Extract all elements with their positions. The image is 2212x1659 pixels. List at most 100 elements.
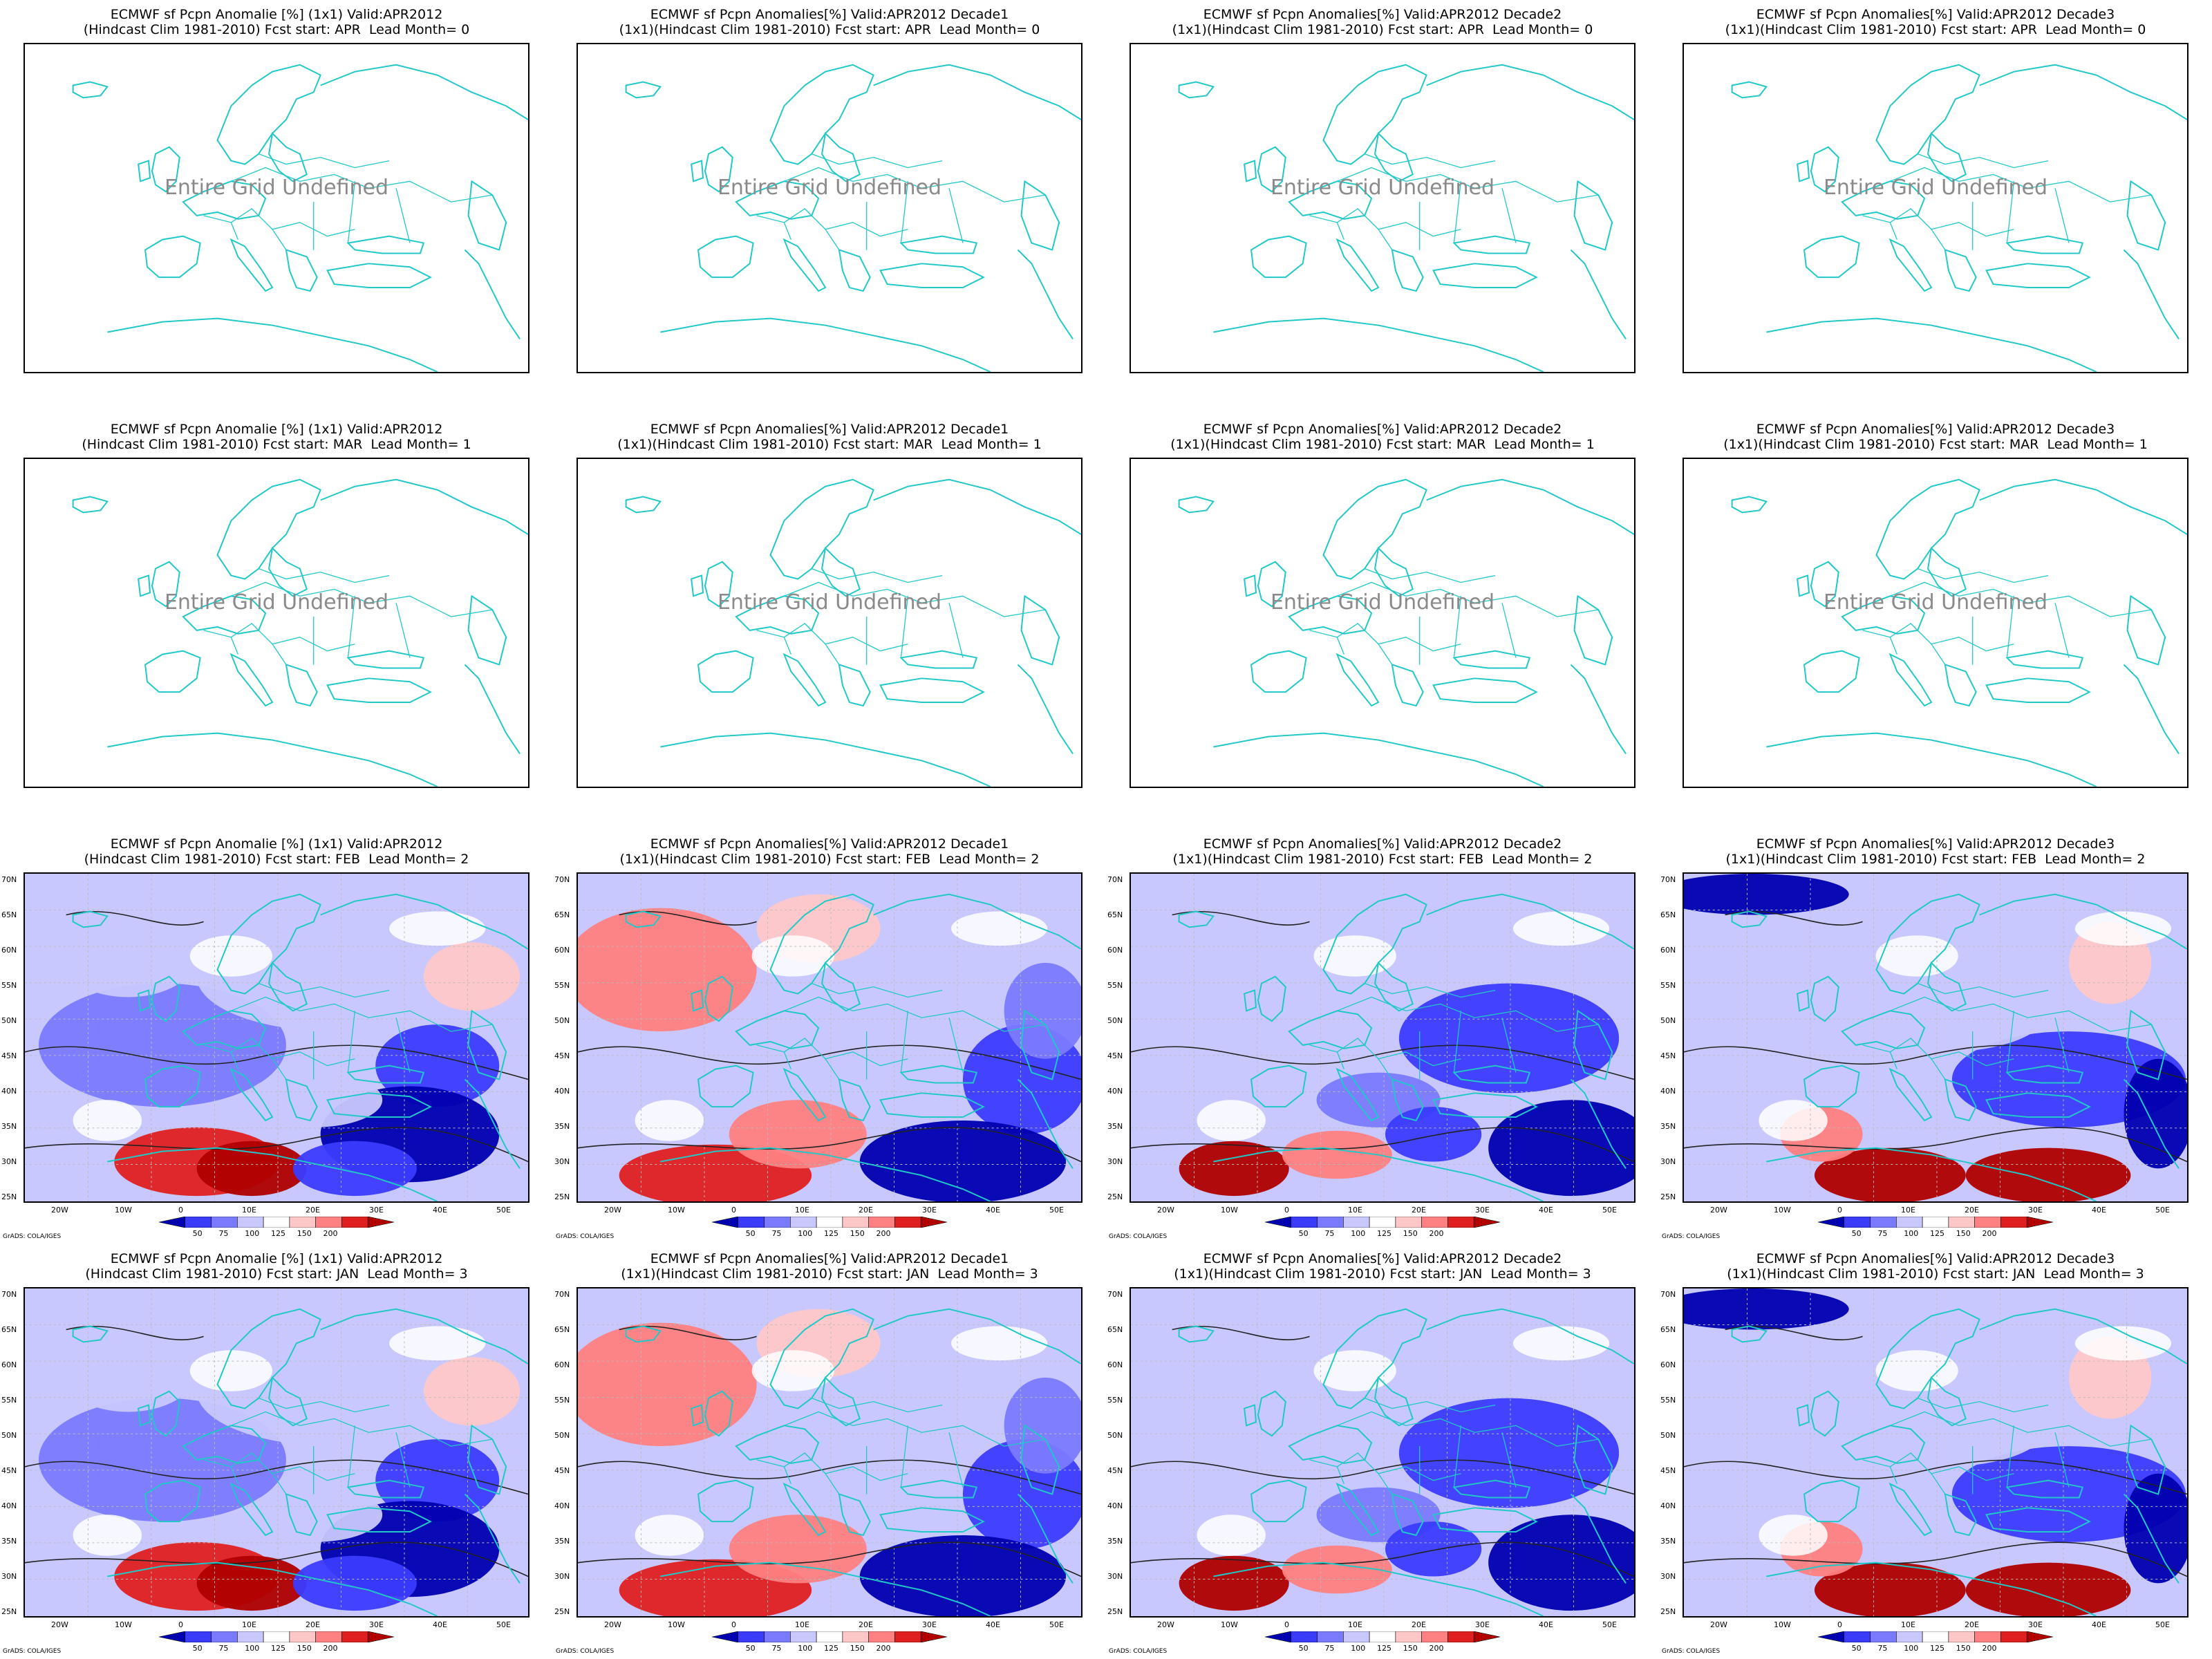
lat-tick-label: 60N — [554, 946, 570, 955]
coastline — [769, 478, 874, 580]
coastline — [285, 664, 318, 707]
colorbar-swatch — [159, 1217, 186, 1228]
country-border — [1453, 1011, 1462, 1073]
colorbar-swatch — [1922, 1217, 1949, 1228]
coastline — [107, 1147, 438, 1201]
coastline — [697, 235, 754, 279]
lon-tick-label: 50E — [496, 1620, 511, 1629]
lat-tick-label: 65N — [1660, 910, 1676, 919]
colorbar — [712, 1631, 947, 1642]
lat-tick-label: 60N — [1, 1360, 17, 1369]
colorbar-label: 100 — [798, 1229, 813, 1238]
anomaly-region — [1684, 1288, 1849, 1330]
lat-tick-label: 65N — [554, 1325, 570, 1334]
map-frame: Entire Grid Undefined — [1130, 458, 1635, 788]
country-border — [783, 1466, 791, 1484]
anomaly-region — [578, 908, 757, 1032]
lon-tick-label: 40E — [2092, 1620, 2106, 1629]
colorbar-swatch — [341, 1217, 368, 1228]
colorbar-label: 100 — [1351, 1644, 1366, 1653]
colorbar-label: 75 — [218, 1644, 229, 1653]
lat-tick-label: 60N — [1, 946, 17, 955]
coastline — [72, 496, 109, 514]
coastline — [1731, 910, 1768, 928]
contour-line — [25, 1541, 528, 1577]
coastline — [1875, 893, 1980, 995]
lat-tick-label: 35N — [1, 1537, 17, 1546]
contour-line — [1684, 1044, 2187, 1080]
coastline — [1944, 664, 1977, 707]
lon-tick-label: 30E — [1475, 1206, 1490, 1215]
anomaly-region — [729, 1515, 867, 1584]
country-border — [784, 1411, 1046, 1447]
colorbar-swatch — [842, 1631, 869, 1642]
colorbar-label: 125 — [824, 1644, 838, 1653]
undefined-grid-label: Entire Grid Undefined — [1823, 176, 2048, 200]
coastline — [151, 561, 180, 608]
country-border — [1890, 581, 2152, 617]
coastline — [1432, 677, 1538, 704]
lon-tick-label: 20W — [1710, 1206, 1727, 1215]
map-frame — [24, 1287, 529, 1618]
country-border — [825, 1473, 840, 1494]
colorbar-swatch — [211, 1631, 238, 1642]
contour-line — [578, 1459, 1081, 1495]
coastline — [72, 910, 109, 928]
anomaly-region — [1004, 962, 1081, 1059]
coastline — [838, 664, 871, 707]
anomaly-region — [1488, 1100, 1634, 1197]
coastline — [1452, 650, 1531, 669]
lat-tick-label: 25N — [1, 1192, 17, 1201]
panel-title-line2: (1x1)(Hindcast Clim 1981-2010) Fcst star… — [619, 22, 1040, 37]
coastline — [1426, 1308, 1634, 1365]
coastline — [735, 1010, 820, 1049]
lon-tick-label: 20E — [306, 1206, 320, 1215]
coastline — [346, 235, 425, 254]
coastline — [268, 1376, 308, 1427]
colorbar-swatch — [868, 1631, 895, 1642]
country-border — [811, 153, 943, 169]
country-border — [272, 1473, 287, 1494]
coastline — [2005, 1065, 2084, 1084]
coastline — [899, 1065, 978, 1084]
colorbar-swatch — [263, 1217, 290, 1228]
lat-tick-label: 70N — [1, 1290, 17, 1299]
lat-tick-label: 35N — [1, 1122, 17, 1131]
coastline — [1731, 1325, 1768, 1343]
coastline — [320, 478, 528, 535]
country-border — [2006, 181, 2015, 243]
country-border — [2054, 603, 2070, 658]
colorbar-label: 150 — [850, 1229, 865, 1238]
country-border — [783, 222, 791, 240]
neutral-region — [635, 1515, 704, 1556]
coastline — [1810, 146, 1839, 193]
coastline — [326, 1092, 432, 1118]
map-panel: ECMWF sf Pcpn Anomalies[%] Valid:APR2012… — [1106, 1244, 1659, 1659]
coastline — [1288, 1010, 1373, 1049]
colorbar-swatch — [816, 1631, 843, 1642]
coastline — [326, 263, 432, 289]
grads-credit: GrADS: COLA/IGES — [1109, 1233, 1168, 1240]
country-border — [1309, 208, 1461, 237]
lon-tick-label: 10W — [668, 1620, 685, 1629]
panel-title-line1: ECMWF sf Pcpn Anomalies[%] Valid:APR2012… — [650, 422, 1009, 437]
colorbar-label: 50 — [745, 1644, 756, 1653]
panel-title-line2: (1x1)(Hindcast Clim 1981-2010) Fcst star… — [617, 437, 1042, 452]
lon-tick-label: 40E — [986, 1206, 1000, 1215]
coastline — [1766, 732, 2097, 787]
lat-tick-label: 55N — [1107, 981, 1123, 990]
neutral-region — [73, 1515, 142, 1556]
lon-tick-label: 20W — [1157, 1206, 1174, 1215]
undefined-grid-label: Entire Grid Undefined — [1823, 590, 2048, 615]
coastline — [346, 1065, 425, 1084]
coastline — [151, 146, 180, 193]
map-panel: ECMWF sf Pcpn Anomalie [%] (1x1) Valid:A… — [0, 830, 553, 1244]
coastline — [769, 1308, 874, 1409]
country-border — [1364, 983, 1496, 998]
coastline — [1335, 238, 1380, 292]
colorbar-swatch — [868, 1217, 895, 1228]
grads-credit: GrADS: COLA/IGES — [1662, 1233, 1721, 1240]
lat-tick-label: 35N — [554, 1122, 570, 1131]
coastline — [216, 1308, 321, 1409]
coastline — [1985, 1507, 2091, 1533]
